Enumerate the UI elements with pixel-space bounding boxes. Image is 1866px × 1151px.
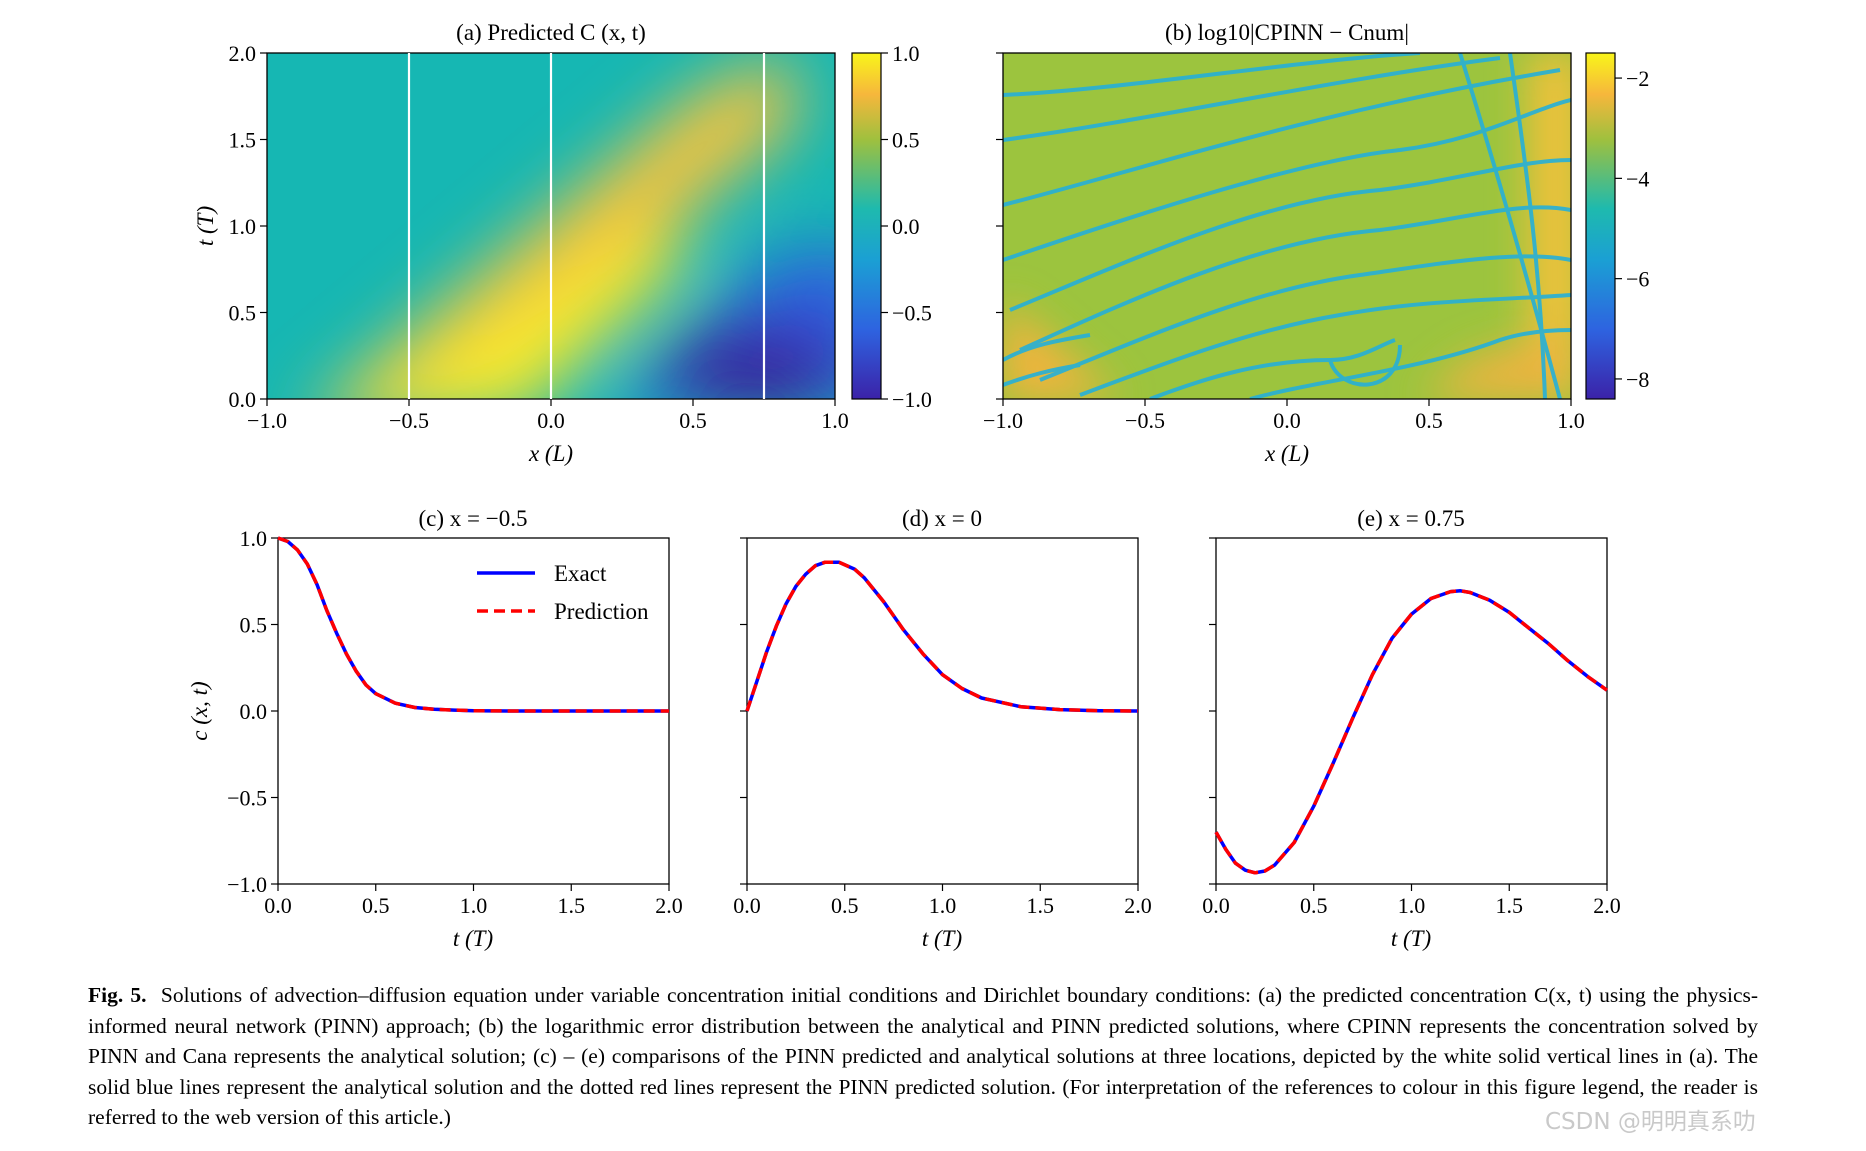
- p2-xtick-label: 0.0: [264, 893, 292, 918]
- series-line-exact: [1214, 589, 1609, 875]
- a-ytick-label: 1.5: [229, 128, 257, 153]
- panel-c: (c) x = −0.5 t (T) c (x, t) Exact Predic…: [187, 506, 683, 951]
- xlabel-a: x (L): [528, 441, 573, 466]
- b-cbtick-label: −4: [1626, 166, 1649, 191]
- series-line-exact: [277, 536, 669, 713]
- error-contours-b: [1003, 53, 1571, 399]
- p3-xtick-label: 2.0: [1124, 893, 1152, 918]
- caption-text: Solutions of advection–diffusion equatio…: [88, 983, 1759, 1129]
- colorbar-b: [1585, 52, 1616, 400]
- p2-ytick-label: −0.5: [227, 786, 267, 811]
- colorbar-b-ticks: −2 −4 −6 −8: [1615, 66, 1649, 392]
- series-line-exact: [745, 560, 1139, 713]
- p3-xtick-label: 1.0: [929, 893, 957, 918]
- xlabel-e: t (T): [1391, 926, 1431, 951]
- b-xtick-label: −1.0: [983, 408, 1023, 433]
- p2-ytick-label: 1.0: [240, 526, 268, 551]
- p3-xtick-label: 1.5: [1027, 893, 1055, 918]
- title-d: (d) x = 0: [902, 506, 982, 531]
- b-xtick-label: 0.0: [1273, 408, 1301, 433]
- title-b: (b) log10|CPINN − Cnum|: [1165, 20, 1409, 45]
- a-ytick-label: 0.0: [229, 387, 257, 412]
- a-xtick-label: 1.0: [821, 408, 849, 433]
- series-line-prediction: [745, 560, 1139, 713]
- watermark: CSDN @明明真系叻: [1545, 1109, 1756, 1135]
- p4-xtick-label: 1.0: [1398, 893, 1426, 918]
- p4-xtick-label: 0.5: [1300, 893, 1328, 918]
- axes-e-frame: [1215, 537, 1608, 885]
- a-xtick-label: −1.0: [247, 408, 287, 433]
- title-a: (a) Predicted C (x, t): [456, 20, 646, 45]
- a-xtick-label: 0.5: [679, 408, 707, 433]
- vertical-lines-a: [407, 53, 766, 399]
- b-cbtick-label: −8: [1626, 367, 1649, 392]
- b-xtick-label: −0.5: [1125, 408, 1165, 433]
- series-line-prediction: [277, 536, 669, 713]
- ylabel-c: c (x, t): [187, 681, 212, 740]
- colorbar-a-ticks: 1.0 0.5 0.0 −0.5 −1.0: [881, 41, 932, 412]
- xlabel-b: x (L): [1264, 441, 1309, 466]
- panel-b: −1.0 −0.5 0.0 0.5 1.0 −2 −4 −6 −8 (b) log10|CPI…: [983, 20, 1649, 466]
- figure-caption: Fig. 5. Solutions of advection–diffusion…: [88, 980, 1758, 1133]
- colorbar-a: [851, 52, 882, 400]
- title-e: (e) x = 0.75: [1357, 506, 1465, 531]
- a-xtick-label: −0.5: [389, 408, 429, 433]
- heatmap-b-field: [1003, 53, 1571, 399]
- a-cbtick-label: 0.0: [892, 214, 920, 239]
- p2-xtick-label: 1.0: [460, 893, 488, 918]
- legend-prediction-label: Prediction: [554, 599, 649, 624]
- p2-ytick-label: 0.5: [240, 613, 268, 638]
- panel-d: (d) x = 0 t (T) 0.0 0.5 1.0 1.5 2.0: [733, 506, 1152, 951]
- panel-a: −1.0 −0.5 0.0 0.5 1.0 0.0 0.5 1.0 1.5 2.0 1.0 0.5 0…: [193, 20, 932, 466]
- heatmap-a-field: [267, 53, 835, 399]
- a-cbtick-label: −0.5: [892, 301, 932, 326]
- series-line-prediction: [1214, 589, 1609, 875]
- a-cbtick-label: −1.0: [892, 387, 932, 412]
- b-xtick-label: 0.5: [1415, 408, 1443, 433]
- p2-xtick-label: 0.5: [362, 893, 390, 918]
- a-ytick-label: 2.0: [229, 41, 257, 66]
- a-cbtick-label: 0.5: [892, 128, 920, 153]
- p3-xtick-label: 0.0: [733, 893, 761, 918]
- a-cbtick-label: 1.0: [892, 41, 920, 66]
- a-ytick-label: 1.0: [229, 214, 257, 239]
- ticks-b: −1.0 −0.5 0.0 0.5 1.0: [983, 52, 1585, 433]
- b-cbtick-label: −6: [1626, 267, 1649, 292]
- p2-xtick-label: 1.5: [558, 893, 586, 918]
- panel-e: (e) x = 0.75 t (T) 0.0 0.5 1.0 1.5 2.0: [1202, 506, 1621, 951]
- title-c: (c) x = −0.5: [419, 506, 528, 531]
- xlabel-c: t (T): [453, 926, 493, 951]
- ylabel-a: t (T): [193, 206, 218, 246]
- b-xtick-label: 1.0: [1557, 408, 1585, 433]
- a-ytick-label: 0.5: [229, 301, 257, 326]
- p3-xtick-label: 0.5: [831, 893, 859, 918]
- p2-ytick-label: −1.0: [227, 872, 267, 897]
- legend-c: Exact Prediction: [477, 561, 649, 624]
- xlabel-d: t (T): [922, 926, 962, 951]
- p4-xtick-label: 1.5: [1496, 893, 1524, 918]
- ticks-a: −1.0 −0.5 0.0 0.5 1.0 0.0 0.5 1.0 1.5 2.0: [229, 41, 849, 433]
- legend-exact-label: Exact: [554, 561, 607, 586]
- p2-xtick-label: 2.0: [655, 893, 683, 918]
- p4-xtick-label: 2.0: [1593, 893, 1621, 918]
- p4-xtick-label: 0.0: [1202, 893, 1230, 918]
- p2-ytick-label: 0.0: [240, 699, 268, 724]
- b-cbtick-label: −2: [1626, 66, 1649, 91]
- caption-label: Fig. 5.: [88, 983, 147, 1007]
- figure-canvas: −1.0 −0.5 0.0 0.5 1.0 0.0 0.5 1.0 1.5 2.0 1.0 0.5 0…: [187, 20, 1649, 951]
- a-xtick-label: 0.0: [537, 408, 565, 433]
